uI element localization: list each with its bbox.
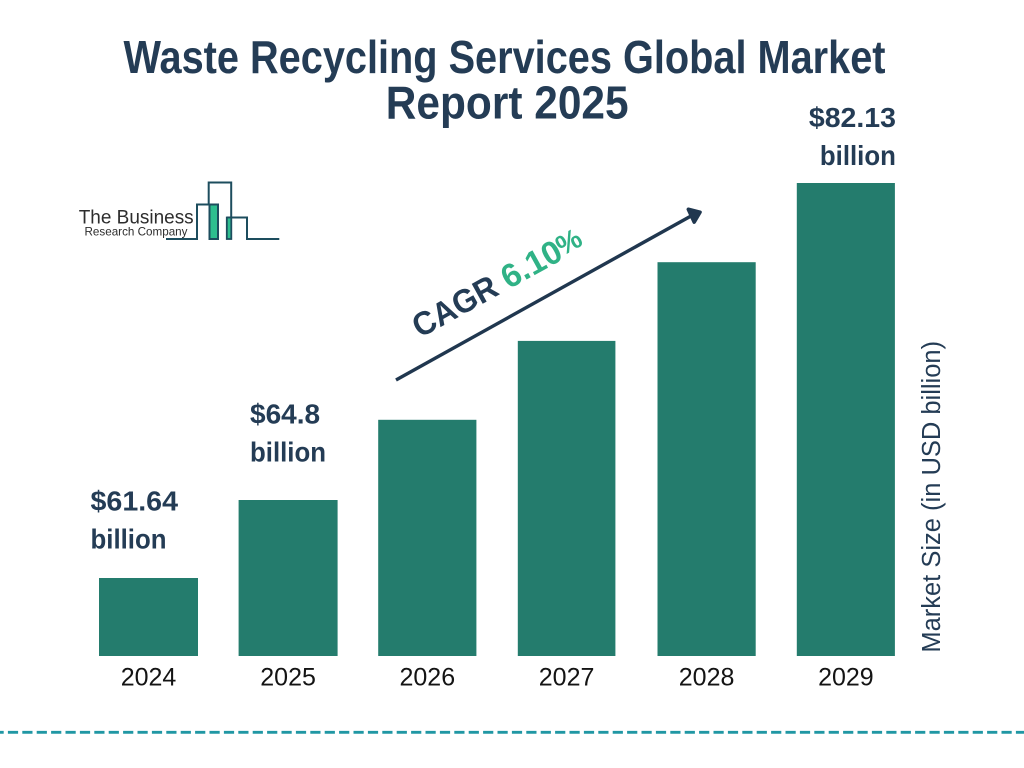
svg-text:2026: 2026 <box>399 664 455 692</box>
svg-text:Market Size (in USD billion): Market Size (in USD billion) <box>918 341 946 653</box>
svg-text:Waste Recycling Services Globa: Waste Recycling Services Global Market <box>124 31 886 83</box>
svg-text:Research Company: Research Company <box>85 225 188 239</box>
svg-text:Report 2025: Report 2025 <box>386 76 629 128</box>
svg-text:2024: 2024 <box>121 664 177 692</box>
svg-text:2028: 2028 <box>679 664 735 692</box>
svg-text:$61.64: $61.64 <box>91 485 179 516</box>
svg-text:2025: 2025 <box>260 664 316 692</box>
svg-text:The Business: The Business <box>79 207 194 228</box>
svg-text:billion: billion <box>250 436 326 467</box>
svg-text:$64.8: $64.8 <box>250 398 320 429</box>
svg-text:billion: billion <box>820 140 896 171</box>
svg-text:$82.13: $82.13 <box>809 102 896 133</box>
svg-text:2027: 2027 <box>539 664 595 692</box>
svg-text:2029: 2029 <box>818 664 874 692</box>
svg-text:billion: billion <box>91 524 167 555</box>
